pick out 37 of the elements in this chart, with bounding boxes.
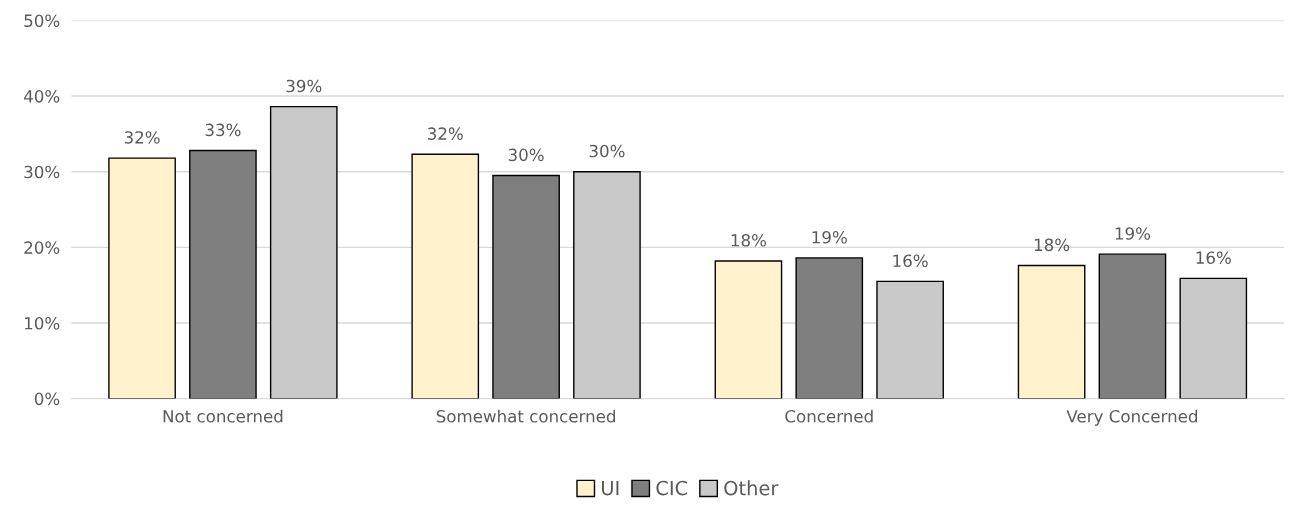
- bar: [795, 257, 864, 399]
- data-label: 39%: [286, 79, 322, 93]
- data-label: 16%: [893, 254, 928, 268]
- data-label: 32%: [124, 131, 160, 144]
- data-label: 32%: [428, 127, 463, 140]
- x-tick-label: Somewhat concerned: [436, 409, 615, 423]
- y-tick-label: 10%: [25, 316, 60, 330]
- legend-label: CIC: [656, 480, 688, 496]
- y-tick-label: 0%: [34, 392, 60, 406]
- bar: [108, 157, 176, 399]
- bar: [269, 105, 338, 399]
- data-label: 30%: [589, 144, 625, 158]
- bar: [411, 153, 480, 399]
- data-label: 33%: [205, 123, 241, 137]
- data-label: 18%: [731, 233, 767, 247]
- bar: [714, 260, 783, 399]
- y-tick-label: 50%: [24, 14, 60, 28]
- bar: [876, 280, 944, 399]
- data-label: 19%: [1115, 227, 1151, 240]
- y-tick-label: 30%: [24, 165, 60, 179]
- data-label: 19%: [812, 230, 847, 244]
- data-label: 16%: [1196, 251, 1231, 264]
- bar: [573, 171, 641, 399]
- data-label: 30%: [508, 148, 544, 162]
- legend-label: Other: [724, 480, 779, 496]
- x-tick-label: Not concerned: [163, 409, 283, 423]
- legend-label: UI: [602, 480, 619, 496]
- x-tick-label: Very Concerned: [1066, 409, 1197, 426]
- y-tick-label: 40%: [23, 90, 60, 103]
- y-tick-label: 20%: [24, 241, 60, 254]
- x-tick-label: Concerned: [785, 409, 873, 423]
- bar: [1098, 253, 1167, 399]
- data-label: 18%: [1034, 238, 1070, 252]
- bar: [492, 174, 560, 399]
- bar: [189, 149, 257, 399]
- bar: [1017, 264, 1086, 399]
- bar: [1179, 277, 1248, 399]
